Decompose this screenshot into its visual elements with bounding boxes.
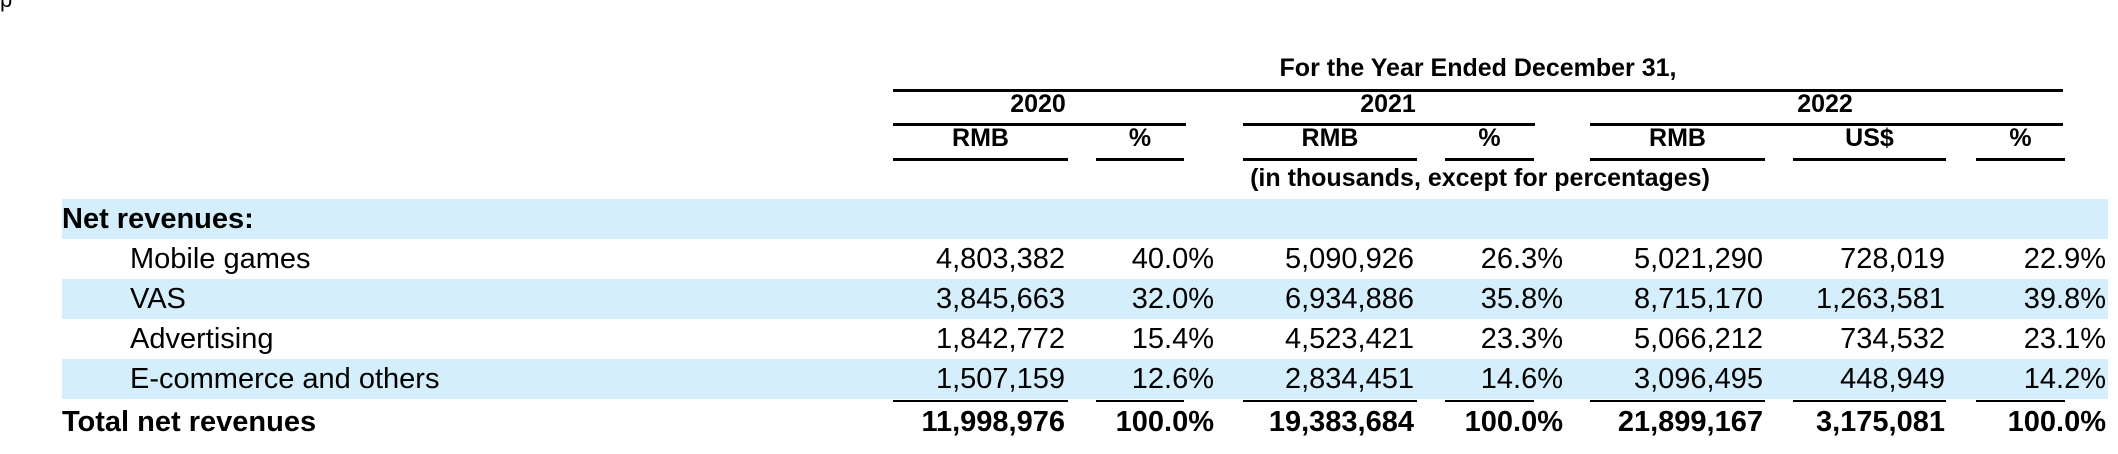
subtotal-rule — [1243, 400, 1417, 402]
col-header-pct-2022: % — [2009, 124, 2032, 152]
cell: 6,934,886 — [1284, 283, 1414, 315]
cell: 4,523,421 — [1284, 323, 1414, 355]
cell: 32.0% — [1131, 283, 1214, 315]
cell: 23.1% — [2023, 323, 2106, 355]
cell: 14.6% — [1480, 363, 1563, 395]
col-rule — [1243, 158, 1417, 161]
total-cell: 100.0% — [1115, 406, 1214, 438]
col-header-usd-2022: US$ — [1845, 124, 1894, 152]
total-cell: 19,383,684 — [1268, 406, 1414, 438]
year-rule-2020 — [893, 123, 1186, 126]
col-header-rmb-2020: RMB — [952, 124, 1009, 152]
col-rule — [1976, 158, 2065, 161]
cell: 23.3% — [1480, 323, 1563, 355]
total-cell: 100.0% — [1464, 406, 1563, 438]
cell: 15.4% — [1131, 323, 1214, 355]
cell: 8,715,170 — [1633, 283, 1763, 315]
year-2021: 2021 — [1360, 90, 1416, 118]
subtotal-rule — [893, 400, 1068, 402]
year-rule-2021 — [1243, 123, 1535, 126]
units-note: (in thousands, except for percentages) — [1250, 164, 1710, 192]
col-rule — [1590, 158, 1765, 161]
cell: 5,090,926 — [1284, 243, 1414, 275]
clipped-text-fragment: p — [0, 0, 12, 11]
col-header-rmb-2021: RMB — [1301, 124, 1359, 152]
year-2020: 2020 — [1010, 90, 1066, 118]
row-label-vas: VAS — [130, 283, 186, 315]
cell: 12.6% — [1131, 363, 1214, 395]
cell: 40.0% — [1131, 243, 1214, 275]
subtotal-rule — [1793, 400, 1946, 402]
row-band — [62, 279, 2108, 319]
cell: 3,845,663 — [935, 283, 1065, 315]
cell: 734,532 — [1840, 323, 1945, 355]
col-rule — [1445, 158, 1534, 161]
col-header-pct-2020: % — [1128, 124, 1152, 152]
row-band — [62, 199, 2108, 239]
subtotal-rule — [1445, 400, 1534, 402]
cell: 728,019 — [1840, 243, 1945, 275]
row-band — [62, 359, 2108, 399]
cell: 448,949 — [1840, 363, 1945, 395]
subtotal-rule — [1590, 400, 1765, 402]
section-heading: Net revenues: — [62, 203, 254, 235]
total-cell: 3,175,081 — [1815, 406, 1945, 438]
year-2022: 2022 — [1797, 90, 1853, 118]
col-header-pct-2021: % — [1478, 124, 1501, 152]
caption-rule — [893, 89, 2063, 92]
cell: 39.8% — [2023, 283, 2106, 315]
row-label-ecommerce: E-commerce and others — [130, 363, 440, 395]
col-rule — [1096, 158, 1184, 161]
table-caption: For the Year Ended December 31, — [1279, 54, 1677, 82]
col-rule — [1793, 158, 1946, 161]
cell: 35.8% — [1480, 283, 1563, 315]
cell: 1,263,581 — [1815, 283, 1945, 315]
cell: 2,834,451 — [1284, 363, 1414, 395]
cell: 1,842,772 — [935, 323, 1065, 355]
cell: 3,096,495 — [1633, 363, 1763, 395]
col-rule — [893, 158, 1068, 161]
cell: 5,066,212 — [1633, 323, 1763, 355]
subtotal-rule — [1096, 400, 1184, 402]
row-label-mobile-games: Mobile games — [130, 243, 311, 275]
cell: 26.3% — [1480, 243, 1563, 275]
year-rule-2022 — [1590, 123, 2063, 126]
total-cell: 21,899,167 — [1617, 406, 1763, 438]
row-label-total: Total net revenues — [62, 406, 317, 438]
total-cell: 100.0% — [2007, 406, 2106, 438]
subtotal-rule — [1976, 400, 2065, 402]
cell: 1,507,159 — [935, 363, 1065, 395]
cell: 22.9% — [2023, 243, 2106, 275]
cell: 4,803,382 — [935, 243, 1065, 275]
col-header-rmb-2022: RMB — [1649, 124, 1706, 152]
total-cell: 11,998,976 — [921, 406, 1065, 438]
cell: 14.2% — [2023, 363, 2106, 395]
row-label-advertising: Advertising — [130, 323, 274, 355]
cell: 5,021,290 — [1633, 243, 1763, 275]
